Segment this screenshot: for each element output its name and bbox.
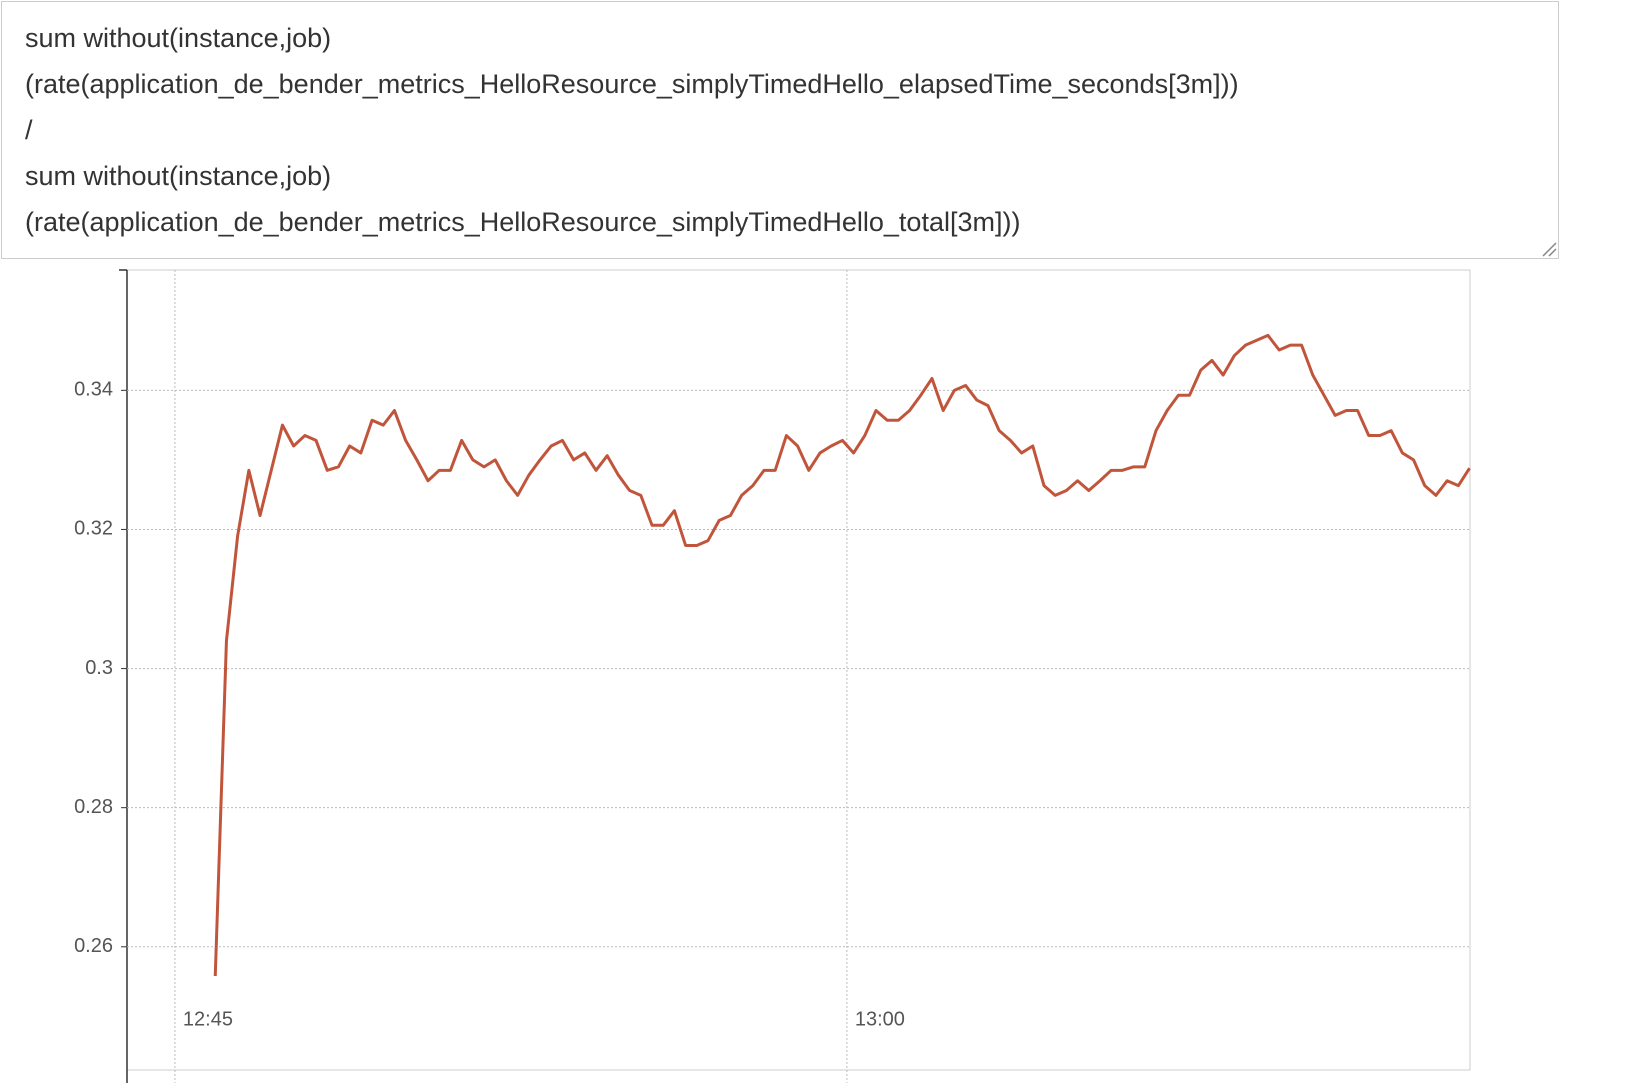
resize-handle[interactable] <box>1542 242 1557 257</box>
query-line: sum without(instance,job) <box>25 23 331 53</box>
y-tick-label: 0.32 <box>74 518 113 540</box>
chart: 0.26 0.28 0.3 0.32 0.34 12:45 13:00 <box>74 270 1471 1083</box>
query-line: (rate(application_de_bender_metrics_Hell… <box>25 69 1239 99</box>
query-line: (rate(application_de_bender_metrics_Hell… <box>25 207 1020 237</box>
y-tick-label: 0.34 <box>74 379 113 401</box>
series-line <box>213 333 1471 977</box>
y-tick-label: 0.26 <box>74 935 113 957</box>
y-tick-label: 0.28 <box>74 796 113 818</box>
y-tick-label: 0.3 <box>85 657 113 679</box>
x-tick-label: 13:00 <box>855 1008 905 1030</box>
query-textarea[interactable] <box>1 1 1559 259</box>
query-line: sum without(instance,job) <box>25 161 331 191</box>
query-line: / <box>25 115 33 145</box>
x-tick-label: 12:45 <box>183 1008 233 1030</box>
